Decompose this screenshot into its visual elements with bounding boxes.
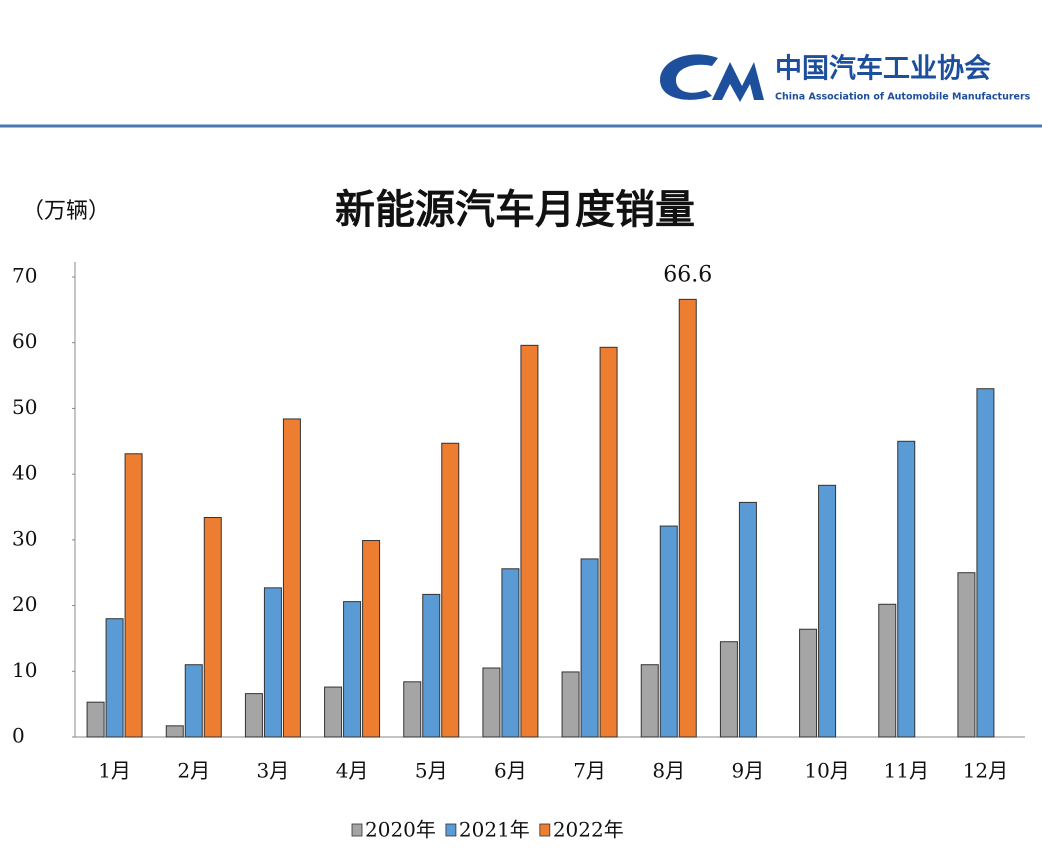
- legend-label: 2022年: [553, 818, 624, 842]
- y-tick-label: 20: [12, 592, 37, 616]
- chart-title: 新能源汽车月度销量: [335, 187, 695, 233]
- org-name-en: China Association of Automobile Manufact…: [775, 92, 1031, 103]
- x-tick-label: 12月: [963, 759, 1008, 783]
- y-tick-label: 30: [12, 526, 37, 550]
- bar: [422, 593, 441, 738]
- x-tick-label: 8月: [652, 759, 685, 783]
- bar: [282, 418, 301, 738]
- bar: [184, 664, 203, 738]
- bar: [501, 568, 520, 738]
- x-tick-label: 2月: [177, 759, 210, 783]
- bar: [203, 517, 222, 738]
- bar: [659, 525, 678, 738]
- bar: [738, 501, 757, 738]
- logo-c: [660, 54, 718, 100]
- x-tick-label: 9月: [732, 759, 765, 783]
- bar: [818, 484, 837, 738]
- bar: [799, 628, 818, 738]
- bar: [678, 298, 697, 738]
- bar: [580, 558, 599, 738]
- bar: [324, 686, 343, 738]
- x-tick-label: 7月: [573, 759, 606, 783]
- x-tick-label: 11月: [884, 759, 929, 783]
- bar: [263, 587, 282, 738]
- bar: [976, 388, 995, 738]
- bar: [520, 344, 539, 738]
- bar: [165, 725, 184, 738]
- logo-m: [712, 62, 764, 102]
- bar: [878, 603, 897, 738]
- bar: [362, 540, 381, 738]
- bar: [244, 693, 263, 738]
- bar: [482, 667, 501, 738]
- bar: [599, 346, 618, 738]
- legend-swatch: [445, 823, 457, 837]
- bar: [343, 601, 362, 738]
- y-tick-label: 40: [12, 461, 37, 485]
- legend-swatch: [539, 823, 551, 837]
- bar: [897, 440, 916, 738]
- legend-label: 2021年: [459, 818, 530, 842]
- y-tick-label: 50: [12, 395, 37, 419]
- bar: [105, 618, 124, 738]
- x-tick-label: 3月: [257, 759, 290, 783]
- x-tick-label: 5月: [415, 759, 448, 783]
- y-tick-label: 70: [12, 264, 37, 288]
- x-tick-label: 6月: [494, 759, 527, 783]
- org-name: 中国汽车工业协会: [775, 53, 991, 85]
- y-tick-label: 0: [12, 724, 25, 748]
- bar: [957, 572, 976, 738]
- bar: [403, 681, 422, 738]
- x-tick-label: 10月: [804, 759, 849, 783]
- y-axis-label: （万辆）: [22, 199, 110, 224]
- bar: [441, 442, 460, 738]
- bar: [719, 641, 738, 738]
- data-label: 66.6: [663, 262, 712, 287]
- y-tick-label: 60: [12, 329, 37, 353]
- y-tick-label: 10: [12, 658, 37, 682]
- bar: [640, 664, 659, 738]
- bar: [124, 453, 143, 738]
- x-tick-label: 4月: [336, 759, 369, 783]
- x-tick-label: 1月: [98, 759, 131, 783]
- bar: [561, 671, 580, 738]
- legend-swatch: [351, 823, 363, 837]
- bar: [86, 701, 105, 738]
- logo: [660, 54, 764, 102]
- legend-label: 2020年: [365, 818, 436, 842]
